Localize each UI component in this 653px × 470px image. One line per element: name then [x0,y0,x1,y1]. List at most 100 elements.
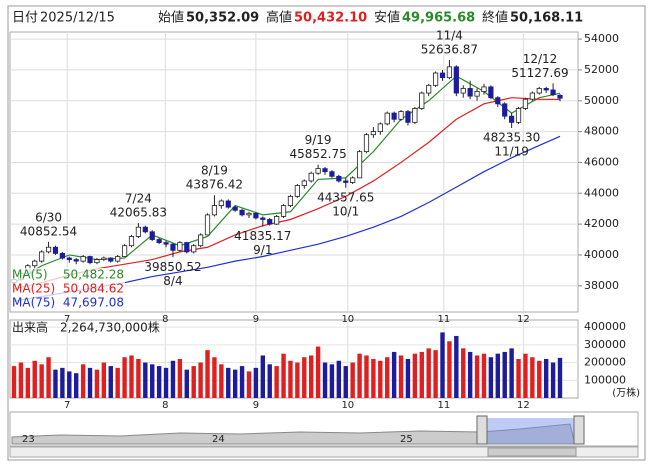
candle-body [101,257,107,260]
candle-body [253,212,259,219]
candle-body [336,175,342,182]
candle-body [267,219,273,225]
candle-body [405,111,411,123]
candle-body [509,115,515,123]
annotation-value: 43876.42 [186,178,243,192]
annotation-value: 45852.75 [289,147,346,161]
volume-bar [253,367,259,398]
volume-bar [537,360,542,398]
volume-bar [371,359,376,398]
candle-body [363,134,370,153]
volume-bar [502,351,507,398]
x-tick-label: 9 [253,400,259,411]
high: 50,432.10 [294,11,367,26]
candle-body [432,72,439,86]
x-tick-label: 11 [438,314,451,325]
volume-bar [391,351,397,398]
volume-bar [53,369,58,398]
date: 2025/12/15 [40,11,115,26]
y-tick-label: 100000 [584,373,626,386]
volume-bar [163,367,169,398]
volume-bar [25,367,31,398]
annotation-date: 11/4 [436,29,463,43]
volume-bar [315,346,321,398]
legend-name: MA(75) [12,296,55,310]
x-tick-label: 8 [162,314,168,325]
annotation-value: 48235.30 [483,130,540,144]
volume-bar [447,341,452,398]
volume-bar [474,355,480,398]
candle-body [460,88,466,94]
candle-body [225,200,231,208]
candle-body [32,260,38,267]
scrollbar[interactable] [9,446,639,458]
unit-label: (万株) [612,386,640,399]
y-tick-label: 52000 [584,63,619,76]
volume-bar [322,362,328,398]
volume-bar [385,357,390,398]
x-tick-label: 9 [253,314,259,325]
volume-bar [212,357,217,398]
volume-bar [288,360,293,398]
x-tick-label: 11 [438,400,451,411]
volume-bar [198,362,203,398]
volume-bar [454,335,459,398]
annotation-value: 40852.54 [20,224,77,238]
date-label: 日付 [12,11,38,26]
annotation-date: 12/12 [523,52,558,66]
candle-body [356,151,363,179]
volume-bar [39,364,44,398]
y-tick-label: 44000 [584,186,619,199]
volume-bar [295,362,300,398]
candle-body [488,86,494,99]
volume-bar [18,362,24,398]
volume-bar [101,362,107,398]
candle-body [73,259,79,262]
candle-body [536,88,542,94]
open: 50,352.09 [186,11,259,26]
volume-bar [239,366,245,398]
annotation-value: 39850.52 [144,260,201,274]
candle-body [59,253,65,259]
volume-bar [177,359,183,398]
volume-bar [550,362,556,398]
price-panel [9,31,579,313]
legend-value: 50,482.28 [63,268,124,282]
y-tick-label: 40000 [584,248,619,261]
volume-bar [433,350,438,398]
volume-bar [60,367,65,398]
y-tick-label: 38000 [584,279,619,292]
volume-bar [281,353,286,398]
frame [7,5,646,461]
annotation-date: 8/19 [201,164,228,178]
navigator-label: 23 [22,434,35,445]
candle-body [66,257,72,260]
candle-body [529,92,535,100]
y-tick-label: 54000 [584,32,619,45]
candle-body [453,66,459,94]
annotation-value: 42065.83 [110,206,167,220]
scrollbar-thumb[interactable] [487,447,577,457]
candle-body [343,180,349,183]
open-label: 始値 [158,10,184,26]
navigator-handle[interactable] [573,415,585,445]
volume-bar [32,360,37,398]
candle-body [522,98,529,109]
volume-bar [143,362,148,398]
volume-bar [274,366,279,398]
volume-bar [80,364,86,398]
volume-bar [115,367,120,398]
candle-body [301,180,307,186]
navigator-area [11,423,576,445]
volume-bar [516,359,521,398]
candle-body [156,239,162,244]
x-tick-label: 8 [162,400,168,411]
candle-body [184,242,190,253]
navigator-selection[interactable] [484,418,576,444]
navigator-handle[interactable] [476,415,488,445]
volume-bar [260,355,266,398]
candle-body [481,86,487,92]
high-label: 高値 [266,10,292,26]
volume-bar [523,353,528,398]
x-tick-label: 12 [517,400,530,411]
